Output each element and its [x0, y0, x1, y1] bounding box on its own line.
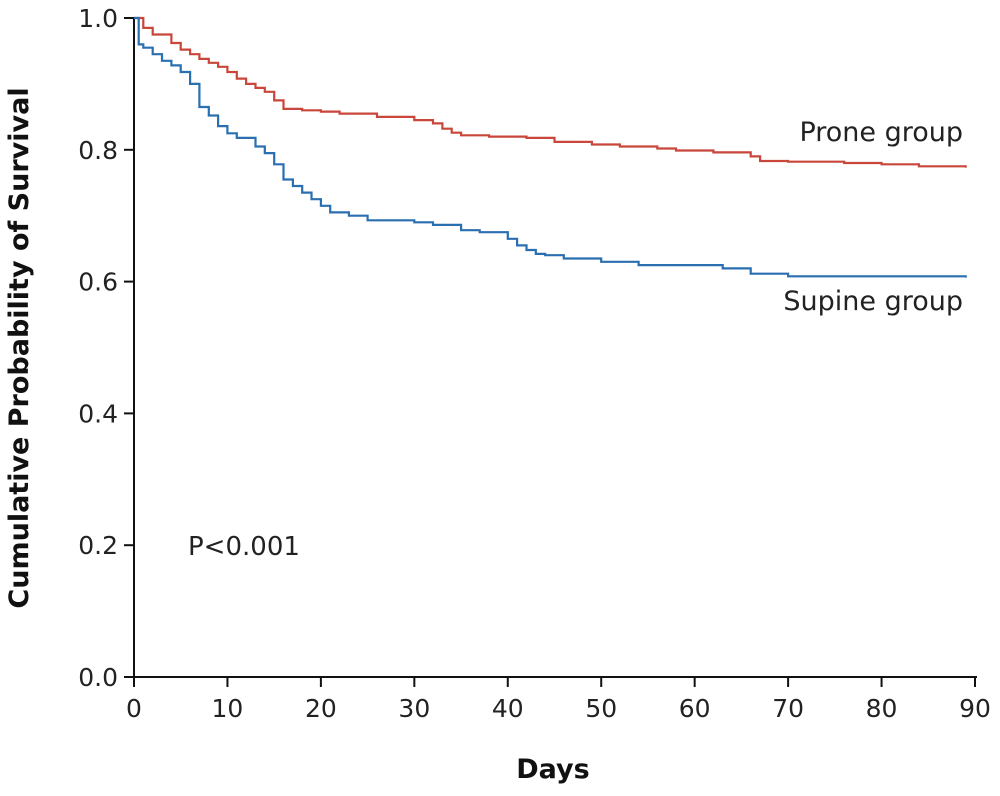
y-tick-label: 0.8 — [78, 136, 118, 165]
x-tick-label: 0 — [126, 694, 142, 723]
y-tick-label: 0.6 — [78, 268, 118, 297]
supine-group-label: Supine group — [783, 286, 963, 317]
x-axis-title: Days — [516, 754, 589, 785]
y-tick-label: 0.0 — [78, 663, 118, 692]
prone-group-label: Prone group — [799, 117, 963, 148]
series-layer — [134, 16, 967, 278]
y-axis-title: Cumulative Probability of Survival — [4, 87, 35, 608]
x-tick-label: 80 — [866, 694, 898, 723]
y-tick-label: 1.0 — [78, 4, 118, 33]
axes: 0 10 20 30 40 50 60 70 80 90 0.0 0.2 0.4 0.6 0.8 1.0 — [78, 4, 991, 723]
x-tick-label: 20 — [305, 694, 337, 723]
y-tick-label: 0.2 — [78, 531, 118, 560]
p-value-annotation: P<0.001 — [188, 532, 300, 562]
x-tick-label: 10 — [212, 694, 244, 723]
x-tick-label: 30 — [398, 694, 430, 723]
x-tick-label: 70 — [772, 694, 804, 723]
y-tick-label: 0.4 — [78, 399, 118, 428]
x-tick-label: 60 — [679, 694, 711, 723]
x-tick-label: 40 — [492, 694, 524, 723]
x-tick-label: 90 — [959, 694, 991, 723]
x-tick-label: 50 — [585, 694, 617, 723]
series-line-supine-group — [134, 16, 967, 278]
series-line-prone-group — [134, 16, 967, 168]
